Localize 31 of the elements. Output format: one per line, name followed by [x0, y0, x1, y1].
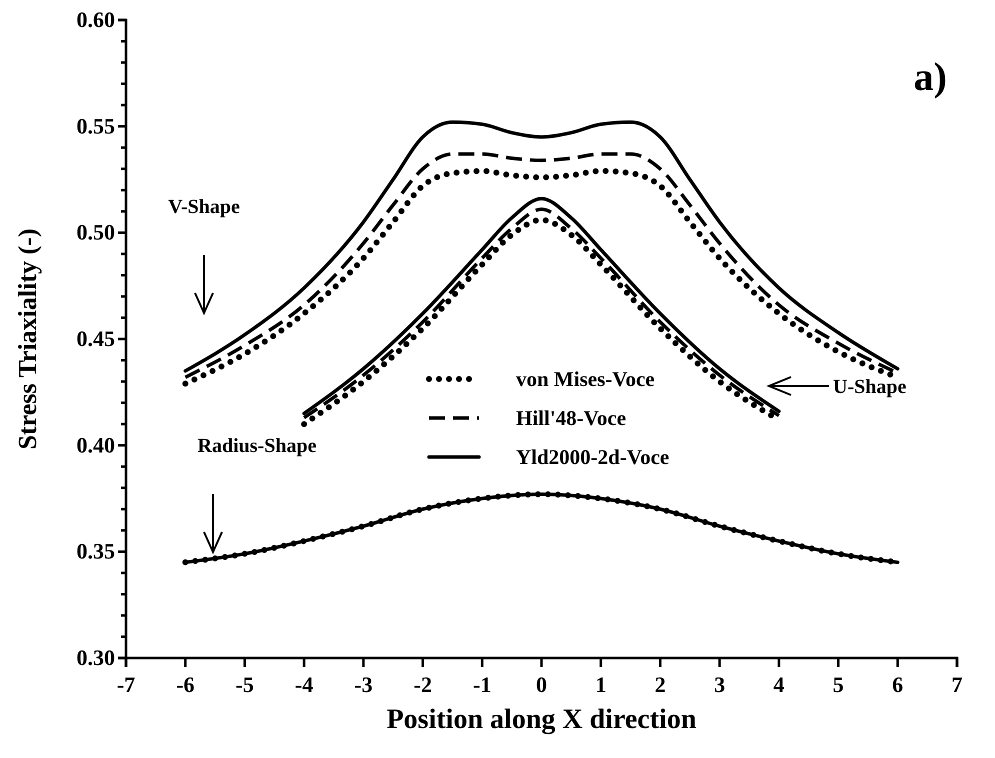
legend-label: Yld2000-2d-Voce [516, 445, 670, 469]
annotation: V-Shape [168, 196, 240, 218]
x-tick-label: -6 [176, 672, 195, 697]
x-tick-label: -1 [472, 672, 492, 697]
x-tick-label: -4 [294, 672, 314, 697]
legend-label: Hill'48-Voce [516, 406, 626, 430]
y-tick-label: 0.50 [76, 220, 115, 245]
y-tick-label: 0.55 [76, 113, 115, 138]
x-tick-label: 0 [536, 672, 547, 697]
legend-label: von Mises-Voce [516, 367, 655, 391]
x-tick-label: 1 [595, 672, 606, 697]
annotation: U-Shape [833, 376, 906, 398]
x-tick-label: -5 [236, 672, 254, 697]
x-tick-label: 7 [952, 672, 962, 697]
y-axis-title: Stress Triaxiality (-) [13, 228, 42, 450]
y-tick-label: 0.45 [76, 326, 115, 352]
y-tick-label: 0.60 [76, 7, 115, 32]
y-tick-label: 0.30 [76, 645, 115, 670]
x-tick-label: 3 [714, 672, 726, 697]
x-tick-label: -7 [116, 672, 136, 697]
x-tick-label: 2 [654, 672, 666, 697]
x-tick-label: 6 [892, 672, 904, 697]
y-tick-label: 0.40 [76, 432, 115, 458]
x-tick-label: 4 [773, 672, 784, 697]
x-tick-label: -2 [414, 672, 432, 697]
x-axis-title: Position along X direction [386, 704, 697, 735]
annotation: Radius-Shape [198, 435, 317, 457]
x-tick-label: -3 [354, 672, 373, 697]
y-tick-label: 0.35 [76, 538, 115, 564]
x-tick-label: 5 [832, 672, 844, 697]
annotation: a) [914, 54, 947, 99]
